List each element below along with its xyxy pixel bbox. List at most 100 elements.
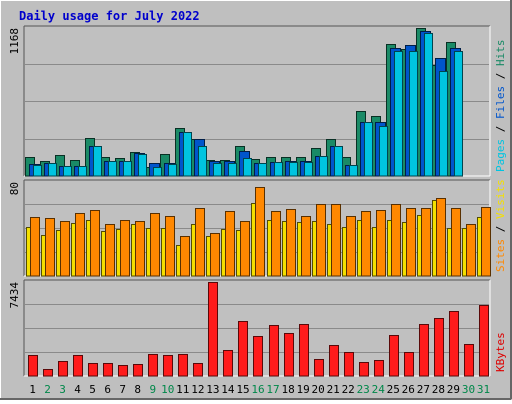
day-label-6: 6 xyxy=(104,383,111,396)
chart-panels: 1168 Pages / Files / Hits 80 Sites / Visits… xyxy=(8,25,507,377)
legend-entry-2: Files xyxy=(494,86,507,119)
bar-sites-day-22 xyxy=(346,216,356,277)
bar-kbytes-day-20 xyxy=(314,359,324,377)
bar-kbytes-day-21 xyxy=(329,345,339,377)
bar-kbytes-day-4 xyxy=(73,355,83,377)
bar-pages-day-11 xyxy=(183,132,192,177)
legend-entry-1: / xyxy=(494,119,507,139)
bar-pages-day-15 xyxy=(243,158,252,177)
bar-pages-day-14 xyxy=(228,163,237,177)
bar-pages-day-25 xyxy=(394,51,403,177)
day-label-27: 27 xyxy=(417,383,430,396)
day-label-1: 1 xyxy=(29,383,36,396)
bar-pages-day-1 xyxy=(33,165,42,177)
bar-sites-day-10 xyxy=(165,216,175,277)
bar-pages-day-20 xyxy=(319,156,328,177)
day-label-21: 21 xyxy=(327,383,340,396)
bar-pages-day-2 xyxy=(48,163,57,177)
bar-pages-day-17 xyxy=(274,162,283,177)
bar-kbytes-day-30 xyxy=(464,344,474,377)
bar-kbytes-day-5 xyxy=(88,363,98,377)
day-label-2: 2 xyxy=(44,383,51,396)
day-label-12: 12 xyxy=(191,383,204,396)
bar-kbytes-day-27 xyxy=(419,324,429,377)
bar-kbytes-day-16 xyxy=(253,336,263,377)
bar-sites-day-18 xyxy=(286,209,296,277)
day-label-11: 11 xyxy=(176,383,189,396)
day-label-17: 17 xyxy=(266,383,279,396)
panel-middle: 80 Sites / Visits xyxy=(8,179,507,277)
bar-sites-day-25 xyxy=(391,204,401,277)
bar-pages-day-27 xyxy=(424,33,433,177)
bar-kbytes-day-3 xyxy=(58,361,68,377)
bar-pages-day-18 xyxy=(289,162,298,177)
bar-kbytes-day-12 xyxy=(193,363,203,377)
bar-kbytes-day-8 xyxy=(133,364,143,377)
chart-title: Daily usage for July 2022 xyxy=(19,9,200,23)
bar-sites-day-14 xyxy=(225,211,235,277)
bar-sites-day-5 xyxy=(90,210,100,277)
bar-pages-day-9 xyxy=(153,167,162,177)
y-max-label-bottom: 7434 xyxy=(8,282,21,309)
bar-kbytes-day-7 xyxy=(118,365,128,377)
bar-sites-day-1 xyxy=(30,217,40,277)
day-label-28: 28 xyxy=(432,383,445,396)
bar-pages-day-7 xyxy=(123,161,132,177)
day-label-4: 4 xyxy=(74,383,81,396)
bar-sites-day-12 xyxy=(195,208,205,277)
day-label-19: 19 xyxy=(296,383,309,396)
bar-pages-day-5 xyxy=(93,146,102,177)
bar-pages-day-12 xyxy=(198,146,207,177)
bar-kbytes-day-25 xyxy=(389,335,399,377)
legend-label-top: Pages / Files / Hits xyxy=(494,40,507,173)
bar-sites-day-24 xyxy=(376,210,386,277)
y-max-label-middle: 80 xyxy=(8,182,21,195)
day-label-14: 14 xyxy=(221,383,235,396)
day-label-8: 8 xyxy=(134,383,141,396)
series-sites xyxy=(30,187,491,277)
panel-top: 1168 Pages / Files / Hits xyxy=(8,25,507,177)
panel-bottom: 7434 KBytes xyxy=(8,279,507,377)
bar-pages-day-3 xyxy=(63,166,72,177)
day-label-15: 15 xyxy=(236,383,249,396)
day-label-31: 31 xyxy=(477,383,490,396)
bar-pages-day-13 xyxy=(213,163,222,177)
bar-sites-day-4 xyxy=(75,213,85,277)
day-label-29: 29 xyxy=(447,383,460,396)
legend-label-bottom: KBytes xyxy=(494,332,507,372)
bar-pages-day-4 xyxy=(78,166,87,177)
legend-entry-0: Sites xyxy=(494,239,507,272)
day-label-7: 7 xyxy=(119,383,126,396)
bar-kbytes-day-31 xyxy=(479,305,489,377)
bar-sites-day-21 xyxy=(331,204,341,277)
bar-pages-day-6 xyxy=(108,161,117,177)
bar-sites-day-17 xyxy=(271,211,281,277)
bar-kbytes-day-29 xyxy=(449,311,459,377)
bar-pages-day-28 xyxy=(439,71,448,177)
bar-kbytes-day-22 xyxy=(344,352,354,377)
bar-kbytes-day-15 xyxy=(238,321,248,377)
bar-kbytes-day-9 xyxy=(148,354,158,377)
bar-sites-day-19 xyxy=(301,216,311,277)
legend-entry-1: / xyxy=(494,219,507,239)
legend-entry-0: KBytes xyxy=(494,332,507,372)
day-label-30: 30 xyxy=(462,383,475,396)
bar-kbytes-day-19 xyxy=(299,324,309,377)
bar-pages-day-8 xyxy=(138,154,147,177)
bar-sites-day-9 xyxy=(150,213,160,277)
legend-entry-2: Visits xyxy=(494,179,507,219)
bar-kbytes-day-23 xyxy=(359,362,369,377)
bar-kbytes-day-17 xyxy=(269,325,279,377)
bar-pages-day-22 xyxy=(349,165,358,177)
bar-pages-day-24 xyxy=(379,126,388,177)
day-label-16: 16 xyxy=(251,383,264,396)
day-label-9: 9 xyxy=(149,383,156,396)
legend-entry-3: / xyxy=(494,66,507,86)
bar-sites-day-11 xyxy=(180,236,190,277)
bar-kbytes-day-18 xyxy=(284,333,294,377)
bar-pages-day-21 xyxy=(334,146,343,177)
bar-sites-day-15 xyxy=(240,221,250,277)
legend-entry-0: Pages xyxy=(494,139,507,172)
